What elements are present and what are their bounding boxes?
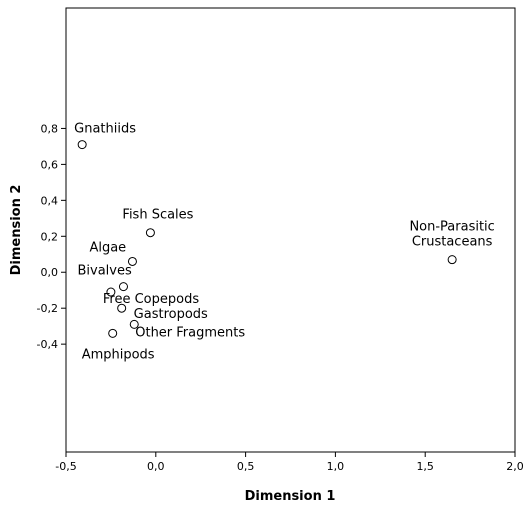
point-label: Bivalves [77,264,131,279]
y-tick-label: -0,2 [37,302,58,315]
point-labels: Gnathiids Fish Scales Algae Bivalves Free Co… [74,122,495,363]
x-tick-label: -0,5 [55,460,76,473]
x-tick-label: 0,0 [147,460,165,473]
plot-frame [65,7,516,453]
point-label: Other Fragments [135,325,245,340]
data-point [108,328,118,338]
data-point [118,282,128,292]
data-point [127,256,137,266]
y-axis: 0,8 0,6 0,4 0,2 0,0 -0,2 -0,4 [37,122,66,351]
x-axis: -0,5 0,0 0,5 1,0 1,5 2,0 [55,452,524,473]
point-label: Amphipods [82,347,155,362]
x-tick-label: 2,0 [506,460,524,473]
y-axis-title: Dimension 2 [9,185,24,276]
point-label: Fish Scales [122,208,193,223]
y-tick-label: 0,8 [41,122,59,135]
x-axis-title: Dimension 1 [245,489,336,504]
y-tick-label: 0,0 [41,266,59,279]
y-tick-label: 0,2 [41,230,59,243]
point-label: Gastropods [134,307,208,322]
data-point [145,228,155,238]
data-point [77,140,87,150]
y-tick-label: -0,4 [37,338,58,351]
point-label: Non-Parasitic Crustaceans [409,220,494,250]
data-point [447,255,457,265]
data-point [106,287,116,297]
point-label: Free Copepods [103,292,199,307]
data-point [117,303,127,313]
x-tick-label: 0,5 [237,460,255,473]
point-label: Algae [89,240,126,255]
y-tick-label: 0,6 [41,158,59,171]
x-tick-label: 1,0 [327,460,345,473]
data-point [129,319,139,329]
y-tick-label: 0,4 [41,194,59,207]
point-label: Gnathiids [74,122,136,137]
x-tick-label: 1,5 [416,460,434,473]
data-points [77,140,457,338]
